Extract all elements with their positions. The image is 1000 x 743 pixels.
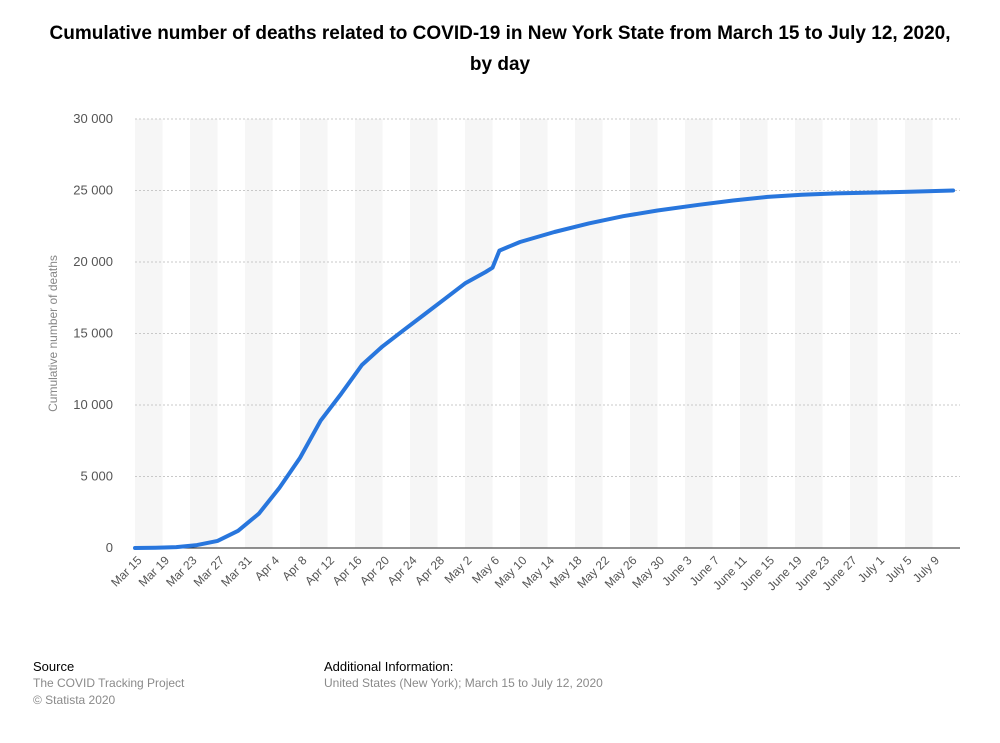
source-name: The COVID Tracking Project [33,676,185,690]
additional-info-heading: Additional Information: [324,659,454,674]
y-tick-label: 5 000 [80,469,113,484]
y-tick-label: 30 000 [73,111,113,126]
x-tick-label: Apr 20 [357,553,392,588]
x-tick-label: July 9 [910,553,942,585]
x-tick-label: June 3 [659,553,695,589]
y-tick-label: 0 [106,540,113,555]
y-tick-label: 20 000 [73,254,113,269]
y-axis-label: Cumulative number of deaths [46,255,60,412]
y-tick-label: 10 000 [73,397,113,412]
x-tick-label: Apr 24 [385,553,420,588]
additional-info-block: Additional Information: United States (N… [324,658,603,692]
y-tick-label: 15 000 [73,326,113,341]
x-tick-label: Apr 12 [302,553,337,588]
x-tick-label: Mar 31 [218,553,255,590]
x-tick-label: July 5 [882,553,914,585]
x-tick-label: Apr 28 [412,553,447,588]
x-tick-label: Apr 16 [330,553,365,588]
x-tick-label: May 2 [442,553,475,586]
source-block: Source The COVID Tracking Project © Stat… [33,658,184,709]
x-tick-label: Apr 4 [252,553,282,583]
source-heading: Source [33,659,75,674]
y-tick-label: 25 000 [73,183,113,198]
additional-info-text: United States (New York); March 15 to Ju… [324,676,603,690]
deaths-series-line [133,188,956,550]
copyright: © Statista 2020 [33,693,116,707]
x-tick-label: July 1 [855,553,887,585]
chart-title: Cumulative number of deaths related to C… [49,23,951,75]
